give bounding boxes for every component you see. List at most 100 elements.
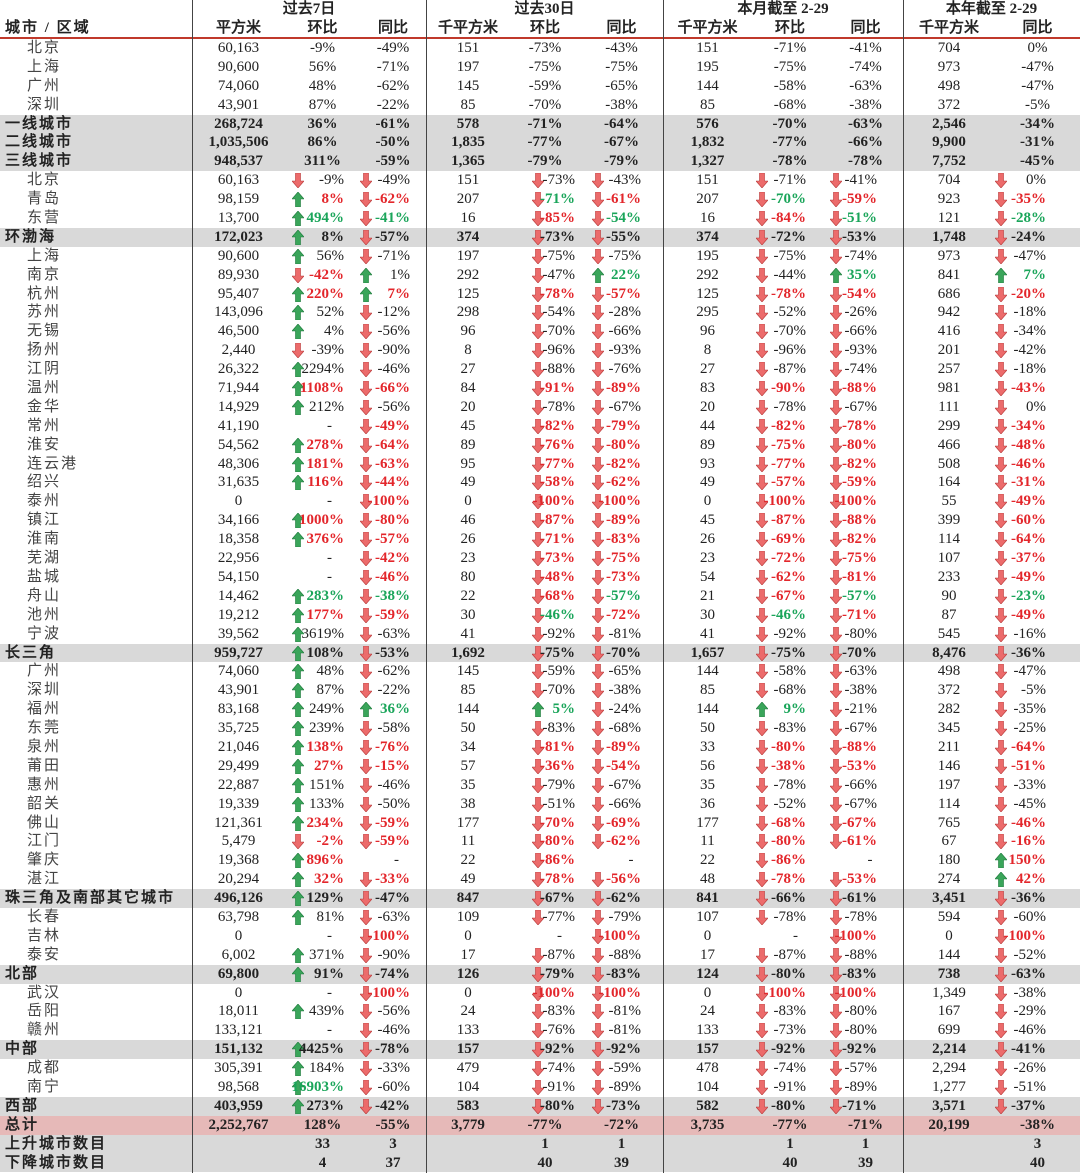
cell-mom-30d: -80% xyxy=(510,1097,580,1116)
table-row: 赣州 133,121 - -46% 133 -76% -81% 133 -73% -80% 699 -… xyxy=(0,1021,1080,1040)
arrow-down-icon xyxy=(531,512,545,529)
count-row: 上升城市数目 33 3 1 1 1 1 3 xyxy=(0,1134,1080,1154)
cell-mom-7d: - xyxy=(285,927,360,946)
cell-yoy-mtd: -82% xyxy=(828,455,903,474)
cell-yoy-mtd: -59% xyxy=(828,473,903,492)
cell-area-ytd: 233 xyxy=(937,568,961,585)
cell-yoy-ytd: -33% xyxy=(994,776,1080,795)
arrow-down-icon xyxy=(994,1098,1008,1115)
cell-value: -18% xyxy=(1013,361,1047,378)
cell-yoy-30d: -72% xyxy=(580,606,663,625)
table-row: 深圳 43,901 87% -22% 85 -70% -38% 85 -68% -38% 372 -5… xyxy=(0,96,1080,115)
table-row: 惠州 22,887 151% -46% 35 -79% -67% 35 -78% -66% 197 -… xyxy=(0,776,1080,795)
cell-value: -63% xyxy=(377,908,411,925)
arrow-down-icon xyxy=(829,588,843,605)
arrow-up-icon xyxy=(291,286,305,302)
cell-yoy-30d: -38% xyxy=(605,96,638,113)
cell-value: 249% xyxy=(309,701,344,718)
cell-mom-mtd: -58% xyxy=(773,77,807,94)
cell-value: -62% xyxy=(377,663,411,680)
cell-value: -51% xyxy=(842,210,877,227)
cell-yoy-30d: -72% xyxy=(604,1116,639,1133)
cell-yoy-ytd: -43% xyxy=(994,379,1080,398)
cell-yoy-mtd: -57% xyxy=(828,1059,903,1078)
arrow-up-icon xyxy=(291,1060,305,1077)
cell-area-7d: 69,800 xyxy=(217,965,260,982)
arrow-down-icon xyxy=(994,418,1008,435)
cell-yoy-30d: -82% xyxy=(580,455,663,474)
cell-mom-30d: -47% xyxy=(510,266,580,285)
cell-area-mtd: 151 xyxy=(696,172,719,189)
cell-yoy-30d: -70% xyxy=(580,644,663,663)
cell-mom-mtd: -92% xyxy=(752,625,828,644)
arrow-up-icon xyxy=(291,456,305,472)
arrow-up-icon xyxy=(291,909,305,926)
cell-yoy-mtd: -57% xyxy=(828,587,903,606)
cell-mom-7d: 52% xyxy=(285,303,360,322)
arrow-down-icon xyxy=(755,1041,769,1058)
arrow-up-icon xyxy=(291,890,305,907)
cell-mom-30d: -71% xyxy=(527,115,563,132)
cell-value: -60% xyxy=(377,1078,411,1095)
arrow-up-icon xyxy=(291,739,305,756)
cell-value: -26% xyxy=(1013,1060,1047,1077)
cell-value: -78% xyxy=(540,285,575,302)
arrow-up-icon xyxy=(291,210,305,227)
cell-mom-7d: 4425% xyxy=(285,1040,360,1059)
table-row: 北京 60,163 -9% -49% 151 -73% -43% 151 -71% -41% 704… xyxy=(0,39,1080,58)
arrow-up-icon xyxy=(829,267,843,283)
cell-value: 22% xyxy=(611,266,641,283)
arrow-down-icon xyxy=(359,248,373,265)
arrow-down-icon xyxy=(591,191,605,208)
row-name: 西部 xyxy=(5,1097,40,1114)
arrow-down-icon xyxy=(829,1004,843,1020)
cell-yoy-30d: -28% xyxy=(580,303,663,322)
arrow-down-icon xyxy=(359,1060,373,1077)
arrow-down-icon xyxy=(531,1023,545,1039)
row-name: 淮南 xyxy=(27,531,62,548)
cell-value: -75% xyxy=(608,247,642,264)
cell-yoy-ytd: -18% xyxy=(994,360,1080,379)
cell-mom-30d: -79% xyxy=(510,965,580,984)
arrow-down-icon xyxy=(829,796,843,813)
cell-mom-7d: 8% xyxy=(285,228,360,247)
arrow-down-icon xyxy=(755,531,769,548)
cell-area-7d: 21,046 xyxy=(217,738,260,755)
cell-value: -21% xyxy=(844,701,878,718)
arrow-down-icon xyxy=(591,928,605,945)
cell-area-mtd: 16 xyxy=(700,210,715,227)
cell-area-30d: 578 xyxy=(456,115,480,132)
arrow-up-icon xyxy=(291,437,305,454)
cell-yoy-30d: -43% xyxy=(580,171,663,190)
cell-yoy-7d: -62% xyxy=(359,662,426,681)
cell-yoy-ytd: -45% xyxy=(1020,153,1055,170)
cell-yoy-7d: -42% xyxy=(359,549,426,568)
region-row: 一线城市 268,724 36% -61% 578 -71% -64% 576 -70% -63%… xyxy=(0,114,1080,134)
cell-yoy-30d: -67% xyxy=(580,776,663,795)
cell-yoy-mtd: -67% xyxy=(828,719,903,738)
arrow-down-icon xyxy=(531,777,545,794)
arrow-down-icon xyxy=(591,229,605,246)
cell-area-7d: 90,600 xyxy=(217,247,260,264)
arrow-down-icon xyxy=(591,701,605,718)
cell-value: -24% xyxy=(1011,228,1046,245)
arrow-down-icon xyxy=(591,815,605,831)
table-row: 北京 60,163 -9% -49% 151 -73% -43% 151 -71% -41% 704… xyxy=(0,171,1080,190)
arrow-down-icon xyxy=(531,456,545,473)
cell-value: 9% xyxy=(783,701,807,718)
cell-area-mtd: 33 xyxy=(700,738,715,755)
arrow-down-icon xyxy=(591,569,605,586)
cell-yoy-ytd: 0% xyxy=(994,171,1080,190)
cell-yoy-30d: -54% xyxy=(580,757,663,776)
arrow-down-icon xyxy=(591,172,605,189)
cell-value: 56% xyxy=(316,247,345,264)
cell-area-mtd: 35 xyxy=(700,776,715,793)
table-row: 岳阳 18,011 439% -56% 24 -83% -81% 24 -83% -80% 167 -… xyxy=(0,1002,1080,1021)
region-row: 西部 403,959 273% -42% 583 -80% -73% 582 -80% -71% 3… xyxy=(0,1096,1080,1116)
cell-mom-7d: -42% xyxy=(285,266,360,285)
cell-yoy-7d: -46% xyxy=(359,776,426,795)
cell-yoy-30d: -65% xyxy=(580,662,663,681)
arrow-down-icon xyxy=(591,305,605,321)
cell-mom-mtd: -38% xyxy=(752,757,828,776)
cell-area-ytd: 282 xyxy=(937,701,961,718)
